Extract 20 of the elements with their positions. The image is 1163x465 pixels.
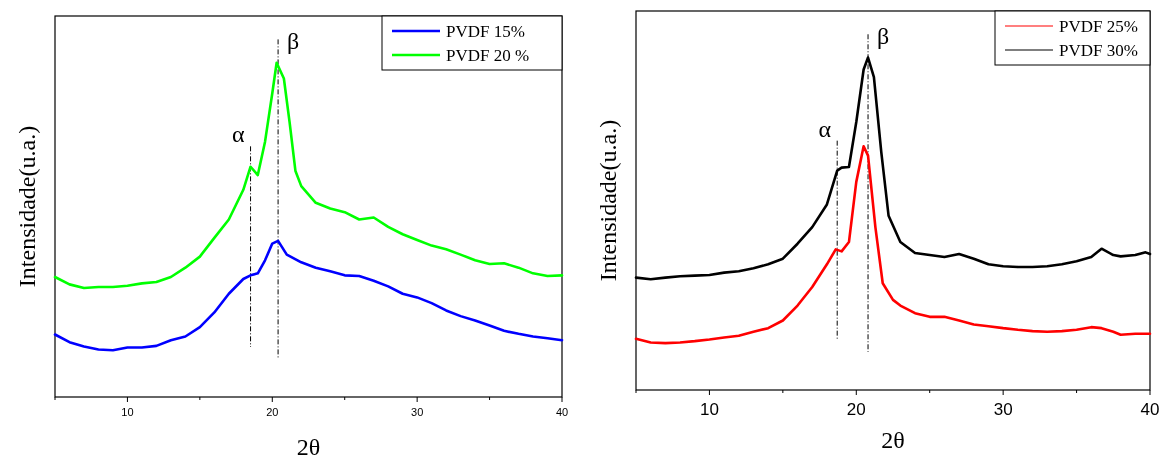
ref-line-label: β bbox=[877, 23, 890, 50]
ref-line-label: α bbox=[818, 115, 832, 142]
x-axis-title: 2θ bbox=[881, 427, 905, 453]
x-tick-label: 10 bbox=[121, 406, 134, 418]
x-tick-label: 30 bbox=[411, 406, 424, 418]
x-tick-label: 10 bbox=[699, 400, 719, 419]
ref-line-label: β bbox=[287, 28, 300, 55]
y-axis-title: Intensidade(u.a.) bbox=[595, 119, 621, 282]
ref-line-label: α bbox=[231, 121, 245, 148]
legend-label: PVDF 25% bbox=[1059, 17, 1138, 36]
x-tick-label: 40 bbox=[555, 406, 569, 418]
x-tick-label: 40 bbox=[1140, 400, 1160, 419]
legend-label: PVDF 20 % bbox=[446, 46, 530, 65]
y-axis-title: Intensidade(u.a.) bbox=[14, 125, 40, 288]
x-tick-label: 20 bbox=[846, 400, 866, 419]
x-axis-title: 2θ bbox=[296, 434, 321, 460]
legend-label: PVDF 15% bbox=[446, 22, 525, 41]
x-tick-label: 30 bbox=[993, 400, 1013, 419]
x-tick-label: 20 bbox=[266, 406, 279, 418]
legend-label: PVDF 30% bbox=[1059, 41, 1138, 60]
